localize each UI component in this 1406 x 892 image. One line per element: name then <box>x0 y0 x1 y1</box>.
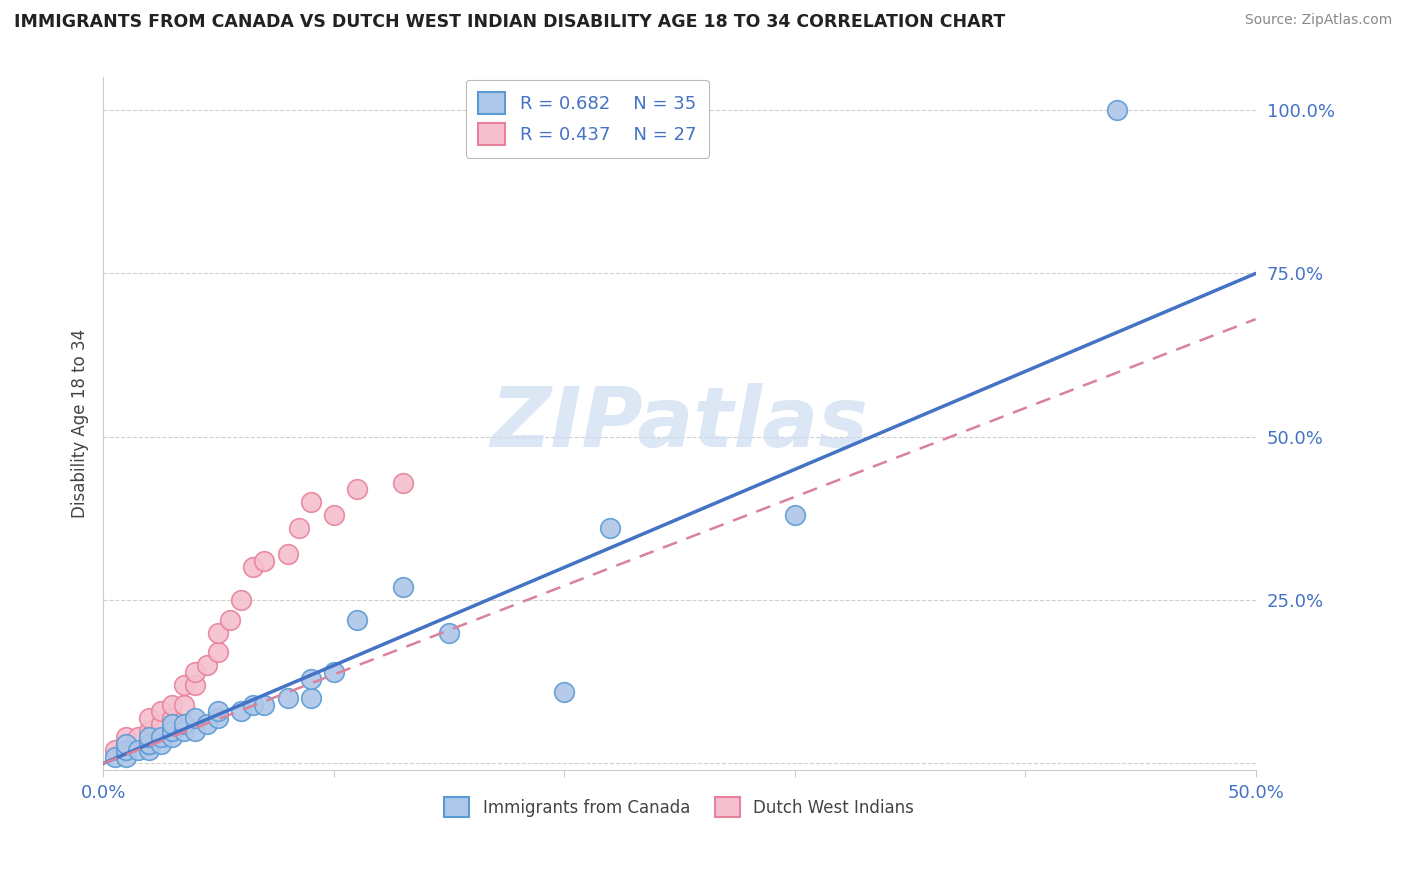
Point <box>437 625 460 640</box>
Point <box>219 613 242 627</box>
Legend: Immigrants from Canada, Dutch West Indians: Immigrants from Canada, Dutch West India… <box>437 790 921 824</box>
Text: ZIPatlas: ZIPatlas <box>491 384 869 464</box>
Point <box>184 723 207 738</box>
Point <box>115 737 138 751</box>
Point <box>162 698 184 712</box>
Point <box>138 731 160 745</box>
Point <box>207 711 229 725</box>
Point <box>138 737 160 751</box>
Point <box>184 665 207 679</box>
Point <box>127 743 149 757</box>
Point <box>162 717 184 731</box>
Point <box>322 508 344 523</box>
Point <box>277 691 299 706</box>
Point <box>207 625 229 640</box>
Point <box>299 691 322 706</box>
Point <box>138 723 160 738</box>
Point <box>253 554 276 568</box>
Point <box>242 560 264 574</box>
Point <box>253 698 276 712</box>
Point <box>173 717 195 731</box>
Point <box>162 723 184 738</box>
Point <box>1107 103 1129 117</box>
Point <box>299 672 322 686</box>
Point <box>104 743 127 757</box>
Point <box>195 658 218 673</box>
Point <box>783 508 806 523</box>
Point <box>184 678 207 692</box>
Point <box>104 750 127 764</box>
Point <box>138 737 160 751</box>
Point <box>599 521 621 535</box>
Point <box>322 665 344 679</box>
Point <box>553 684 575 698</box>
Point <box>231 593 253 607</box>
Point <box>149 731 172 745</box>
Point <box>195 717 218 731</box>
Point <box>173 723 195 738</box>
Point <box>299 495 322 509</box>
Point <box>149 737 172 751</box>
Point <box>162 711 184 725</box>
Point <box>173 698 195 712</box>
Point <box>231 704 253 718</box>
Point <box>115 750 138 764</box>
Point <box>207 645 229 659</box>
Point <box>127 731 149 745</box>
Point <box>149 704 172 718</box>
Point <box>162 731 184 745</box>
Point <box>138 743 160 757</box>
Point <box>115 743 138 757</box>
Point <box>346 613 368 627</box>
Point <box>207 704 229 718</box>
Point <box>391 475 413 490</box>
Point <box>288 521 311 535</box>
Point <box>138 711 160 725</box>
Y-axis label: Disability Age 18 to 34: Disability Age 18 to 34 <box>72 329 89 518</box>
Point <box>115 731 138 745</box>
Point <box>184 711 207 725</box>
Point <box>115 737 138 751</box>
Point <box>277 548 299 562</box>
Text: IMMIGRANTS FROM CANADA VS DUTCH WEST INDIAN DISABILITY AGE 18 TO 34 CORRELATION : IMMIGRANTS FROM CANADA VS DUTCH WEST IND… <box>14 13 1005 31</box>
Point <box>346 482 368 496</box>
Point <box>173 678 195 692</box>
Point <box>391 580 413 594</box>
Point <box>149 717 172 731</box>
Text: Source: ZipAtlas.com: Source: ZipAtlas.com <box>1244 13 1392 28</box>
Point <box>242 698 264 712</box>
